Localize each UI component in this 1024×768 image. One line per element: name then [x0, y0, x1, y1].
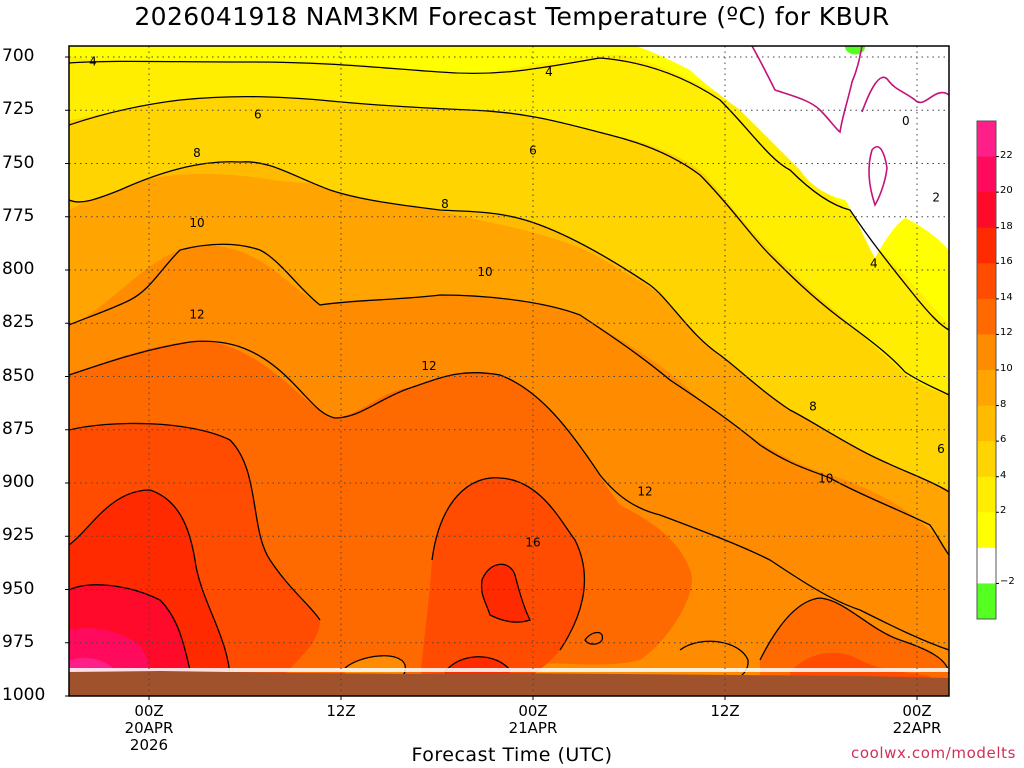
ground-noise	[69, 668, 949, 672]
colorbar-tick-label: 14	[1000, 291, 1013, 303]
contour-label: 4	[870, 257, 878, 271]
y-tick-label: 875	[2, 418, 35, 439]
y-tick-label: 850	[2, 365, 35, 386]
y-tick-label: 1000	[2, 685, 46, 705]
colorbar-tick-label: 4	[1000, 469, 1007, 481]
colorbar-bin	[977, 156, 996, 193]
colorbar-bin	[977, 334, 996, 371]
band-2-4	[69, 46, 949, 395]
colorbar-bin	[977, 512, 996, 549]
temperature-bands	[69, 46, 949, 696]
colorbar-tick-label: 2	[1000, 505, 1007, 517]
colorbar-tick-label: 22	[1000, 149, 1013, 161]
y-tick-label: 950	[2, 578, 35, 599]
contour-label: 12	[421, 359, 436, 373]
x-tick-line: 22APR	[892, 719, 942, 737]
contour-label: 12	[637, 485, 652, 499]
contour-labels: 4 4 6 6 8 8 10 10 12 12 12 16 0 2 4 8 10 6	[89, 54, 945, 549]
contour-label: 10	[189, 216, 204, 230]
y-tick-label: 900	[2, 472, 35, 492]
colorbar-tick-label: 12	[1000, 327, 1013, 339]
contour-label: 2	[932, 191, 940, 205]
contour-label: 8	[441, 197, 449, 211]
x-axis-label: Forecast Time (UTC)	[411, 744, 613, 766]
colorbar-bin	[977, 227, 996, 264]
contour-lines	[69, 57, 949, 691]
chart-title: 2026041918 NAM3KM Forecast Temperature (…	[134, 2, 890, 31]
contour-label: 6	[529, 144, 537, 158]
y-tick-label: 700	[2, 46, 35, 66]
colorbar-tick-label: 16	[1000, 256, 1013, 268]
y-tick-label: 825	[2, 312, 35, 333]
colorbar-bin	[977, 192, 996, 229]
colorbar-bin	[977, 547, 996, 584]
plot-frame	[68, 45, 950, 697]
gridlines	[69, 46, 949, 696]
contour-label: 10	[818, 472, 833, 486]
x-tick-label: 00Z 22APR	[877, 703, 957, 737]
colorbar-tick-label: 10	[1000, 363, 1013, 374]
colorbar-tick-label: 6	[1000, 434, 1007, 446]
colorbar-bin	[977, 370, 996, 407]
contour-label: 6	[254, 108, 262, 122]
contour-label: 4	[545, 65, 553, 79]
colorbar-tick-label: 20	[1000, 185, 1013, 197]
colorbar-bin	[977, 583, 996, 620]
contour-label: 8	[809, 399, 817, 413]
band-minus2-0	[635, 46, 949, 258]
y-tick-label: 975	[2, 631, 35, 652]
x-tick-label: 12Z	[301, 703, 381, 720]
colorbar-tick-label: −2	[1000, 576, 1015, 588]
y-tick-label: 750	[2, 152, 35, 173]
colorbar	[976, 120, 999, 620]
colorbar-bin	[977, 298, 996, 335]
contour-label: 10	[477, 265, 492, 279]
colorbar-bin	[977, 263, 996, 300]
contour-label: 6	[937, 442, 945, 456]
colorbar-bin	[977, 405, 996, 442]
x-tick-line: 2026	[129, 736, 169, 754]
colorbar-tick-label: 8	[1000, 398, 1007, 410]
x-tick-label: 00Z 20APR 2026	[109, 703, 189, 754]
x-tick-line: 20APR	[124, 719, 174, 737]
source-watermark: coolwx.com/modelts	[851, 744, 1016, 762]
x-tick-label: 00Z 21APR	[493, 703, 573, 737]
x-tick-line: 12Z	[710, 702, 740, 720]
y-tick-label: 800	[2, 259, 35, 279]
x-tick-line: 00Z	[134, 702, 164, 720]
contour-label: 16	[525, 536, 540, 550]
contour-label: 12	[189, 308, 204, 322]
y-tick-label: 725	[2, 99, 35, 120]
x-tick-line: 00Z	[518, 702, 548, 720]
x-tick-label: 12Z	[685, 703, 765, 720]
band-16-18-b	[481, 564, 530, 623]
colorbar-bin	[977, 121, 996, 158]
colorbar-tick-label: 18	[1000, 220, 1013, 232]
y-tick-label: 925	[2, 525, 35, 546]
freezing-contour	[751, 46, 949, 207]
colorbar-bin	[977, 441, 996, 478]
y-tick-label: 775	[2, 205, 35, 226]
x-tick-line: 00Z	[902, 702, 932, 720]
contour-label: 0	[902, 114, 910, 128]
contour-label: 4	[89, 54, 97, 68]
contour-label: 8	[193, 146, 201, 160]
ground-surface	[69, 671, 949, 696]
x-tick-line: 12Z	[326, 702, 356, 720]
x-tick-line: 21APR	[508, 719, 558, 737]
colorbar-bin	[977, 476, 996, 513]
